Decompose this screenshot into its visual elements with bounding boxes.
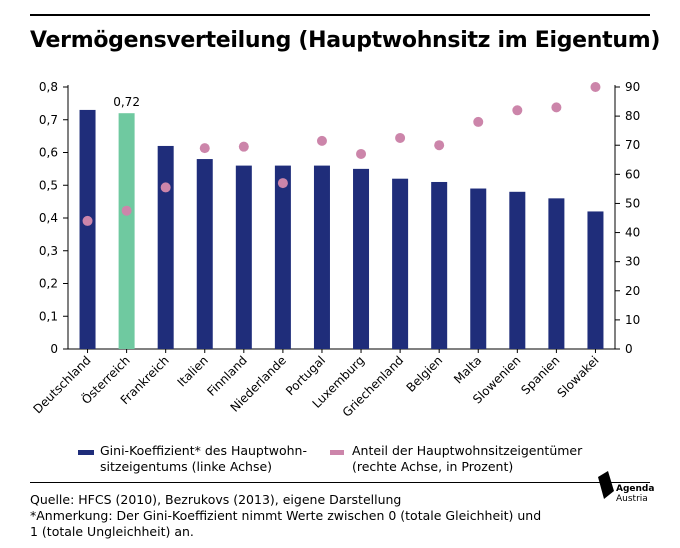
bar [79, 109, 96, 349]
bar [548, 198, 565, 349]
legend-bar-swatch [78, 450, 94, 455]
bar [274, 165, 291, 349]
legend-bar-text-2: sitzeigentums (linke Achse) [100, 459, 273, 474]
dot [434, 140, 445, 151]
legend-bar-text: Gini-Koeffizient* des Hauptwohn- sitzeig… [100, 443, 350, 475]
bar [157, 145, 174, 349]
dot [199, 143, 210, 154]
right-tick-label: 90 [625, 80, 640, 94]
bar [392, 178, 409, 349]
left-tick-label: 0,4 [39, 211, 58, 225]
left-tick-label: 0 [50, 342, 58, 356]
dot [473, 116, 484, 127]
legend-dot-text-2: (rechte Achse, in Prozent) [352, 459, 514, 474]
notes: Quelle: HFCS (2010), Bezrukovs (2013), e… [30, 492, 590, 540]
right-tick-label: 20 [625, 284, 640, 298]
left-tick-label: 0,7 [39, 113, 58, 127]
category-label: Deutschland [31, 353, 94, 416]
right-tick-label: 50 [625, 196, 640, 210]
right-tick-label: 80 [625, 109, 640, 123]
right-tick-label: 60 [625, 167, 640, 181]
dot [512, 105, 523, 116]
bar [509, 191, 526, 349]
dot [316, 135, 327, 146]
category-label: Italien [175, 353, 211, 389]
legend-bar-text-1: Gini-Koeffizient* des Hauptwohn- [100, 443, 307, 458]
left-tick-label: 0,8 [39, 80, 58, 94]
category-label: Belgien [404, 353, 446, 395]
chart: 0 0,1 0,2 0,3 0,4 0,5 0,6 0,7 0,8 0 10 20 30 40 50 60 70… [31, 80, 641, 420]
bar [587, 211, 604, 349]
dot [356, 148, 367, 159]
legend-dot-text: Anteil der Hauptwohnsitzeigentümer (rech… [352, 443, 602, 475]
right-tick-label: 40 [625, 226, 640, 240]
bar [235, 165, 252, 349]
agenda-austria-logo-icon [598, 471, 614, 499]
category-label: Slowakei [554, 353, 601, 400]
dot [160, 182, 171, 193]
remark-note-2: 1 (totale Ungleichheit) an. [30, 524, 194, 539]
right-tick-label: 0 [625, 342, 633, 356]
chart-title: Vermögensverteilung (Hauptwohnsitz im Ei… [30, 28, 661, 53]
source-note: Quelle: HFCS (2010), Bezrukovs (2013), e… [30, 492, 402, 507]
notes-separator [30, 482, 650, 483]
right-tick-label: 10 [625, 313, 640, 327]
dot [82, 215, 93, 226]
bar [470, 188, 487, 349]
logo-text: Agenda Austria [616, 484, 654, 504]
left-tick-label: 0,1 [39, 309, 58, 323]
right-tick-label: 70 [625, 138, 640, 152]
data-label: 0,72 [113, 95, 140, 109]
legend-dot-swatch [330, 450, 344, 455]
left-tick-label: 0,6 [39, 146, 58, 160]
dot [238, 141, 249, 152]
dot [121, 205, 132, 216]
right-tick-label: 30 [625, 255, 640, 269]
logo-line-2: Austria [616, 494, 648, 504]
bar [196, 159, 213, 349]
bar [353, 168, 370, 349]
dot [590, 82, 601, 92]
bar [431, 181, 448, 349]
logo-line-1: Agenda [616, 484, 655, 494]
dot [551, 102, 562, 113]
top-rule [30, 14, 650, 16]
legend-dot-text-1: Anteil der Hauptwohnsitzeigentümer [352, 443, 583, 458]
bar [313, 165, 330, 349]
dot [395, 132, 406, 143]
left-tick-label: 0,2 [39, 277, 58, 291]
dot [277, 178, 288, 189]
remark-note-1: *Anmerkung: Der Gini-Koeffizient nimmt W… [30, 508, 542, 523]
left-tick-label: 0,3 [39, 244, 58, 258]
bar [118, 113, 135, 349]
category-label: Malta [451, 353, 484, 386]
left-tick-label: 0,5 [39, 178, 58, 192]
